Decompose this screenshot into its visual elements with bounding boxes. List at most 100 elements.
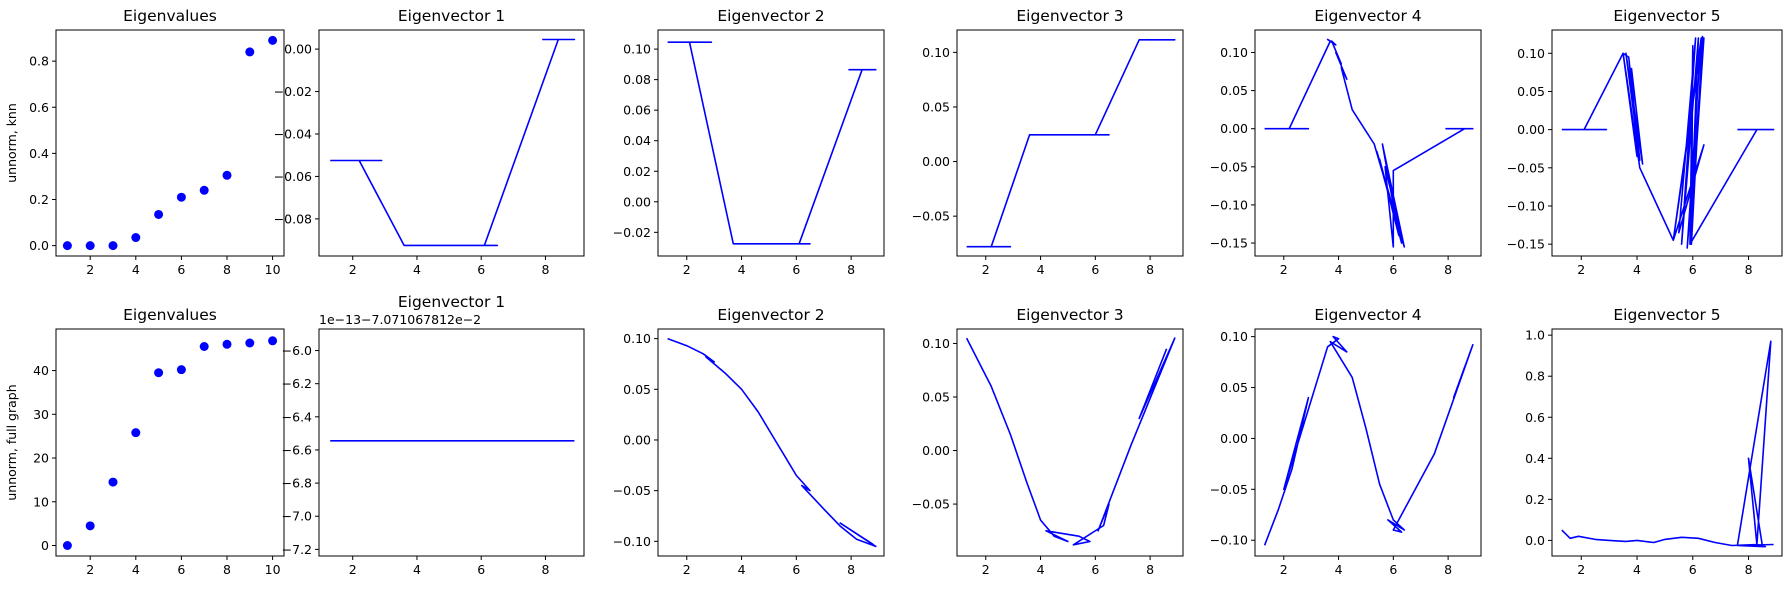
x-tick-label: 6	[792, 262, 800, 277]
y-tick-label: −7.2	[282, 542, 312, 557]
series-line	[1561, 35, 1775, 249]
y-tick-label: −0.02	[274, 84, 312, 99]
data-point	[62, 241, 72, 251]
y-tick-label: 0.00	[623, 194, 651, 209]
y-tick-label: −6.8	[282, 476, 312, 491]
x-tick-label: 6	[177, 562, 185, 577]
x-tick-label: 2	[1280, 562, 1288, 577]
plot-area	[330, 38, 576, 247]
x-tick-label: 6	[477, 262, 485, 277]
x-tick-label: 6	[1689, 562, 1697, 577]
y-tick-label: 0.00	[1220, 431, 1248, 446]
subplot-1-5: 2 4 6 8 −0.15 −0.10 −0.05 0.00 0.05 0.10 Eigenvect…	[1210, 7, 1482, 277]
y-tick-label: −0.02	[613, 225, 651, 240]
y-tick-label: 10	[33, 494, 49, 509]
subplot-title: Eigenvector 2	[717, 7, 824, 25]
series-line	[966, 38, 1176, 248]
data-point	[85, 241, 95, 251]
y-tick-label: 0.02	[623, 164, 651, 179]
y-tick-label: 0.05	[922, 99, 950, 114]
y-tick-label: −0.05	[613, 483, 651, 498]
y-tick-label: 20	[33, 451, 49, 466]
subplot-title: Eigenvector 5	[1613, 7, 1720, 25]
x-tick-label: 6	[1091, 262, 1099, 277]
x-tick-label: 4	[1037, 562, 1045, 577]
axes-frame	[318, 29, 585, 257]
subplot-1-4: 2 4 6 8 −0.05 0.00 0.05 0.10 Eigenvector 3	[912, 7, 1184, 277]
data-point	[222, 170, 232, 180]
data-point	[176, 365, 186, 375]
subplot-1-2: 2 4 6 8 −0.08 −0.06 −0.04 −0.02 0.00 Eigenvector …	[274, 7, 585, 277]
subplot-2-4: 2 4 6 8 −0.05 0.00 0.05 0.10 Eigenvector 3	[912, 306, 1184, 577]
y-tick-label: 0.4	[1525, 451, 1545, 466]
x-tick-label: 8	[223, 562, 231, 577]
y-tick-label: 0.6	[29, 100, 49, 115]
plot-area	[667, 41, 877, 245]
x-tick-label: 6	[177, 262, 185, 277]
data-point	[131, 233, 141, 243]
y-tick-label: −6.2	[282, 376, 312, 391]
x-tick-label: 8	[541, 262, 549, 277]
y-tick-label: 0.00	[922, 154, 950, 169]
x-tick-label: 8	[223, 262, 231, 277]
subplot-title: Eigenvalues	[123, 7, 217, 25]
y-tick-label: 0.05	[623, 382, 651, 397]
y-axis-label: unnorm, full graph	[4, 384, 19, 500]
y-tick-label: 0.10	[922, 336, 950, 351]
data-point	[245, 338, 255, 348]
y-tick-label: −0.08	[274, 211, 312, 226]
subplot-title: Eigenvector 4	[1314, 306, 1421, 324]
x-tick-label: 8	[847, 262, 855, 277]
subplot-2-1: 2 4 6 8 10 0 10 20 30 40 Eigenvalues unnorm, full g…	[4, 306, 285, 577]
subplot-2-3: 2 4 6 8 −0.10 −0.05 0.00 0.05 0.10 Eigenvector 2	[613, 306, 885, 577]
x-tick-label: 4	[1633, 262, 1641, 277]
y-tick-label: −0.10	[1210, 533, 1248, 548]
y-tick-label: −0.05	[912, 209, 950, 224]
y-tick-label: 0.10	[1220, 329, 1248, 344]
x-tick-label: 2	[683, 562, 691, 577]
y-tick-label: −7.0	[282, 509, 312, 524]
x-tick-label: 2	[349, 562, 357, 577]
x-tick-label: 2	[1577, 562, 1585, 577]
x-tick-label: 4	[413, 562, 421, 577]
x-tick-label: 2	[86, 262, 94, 277]
y-tick-label: −0.10	[1507, 198, 1545, 213]
plot-area	[1561, 340, 1774, 548]
data-point	[62, 541, 72, 551]
subplot-1-3: 2 4 6 8 −0.02 0.00 0.02 0.04 0.06 0.08 0.10 Eigenve…	[613, 7, 885, 277]
x-tick-label: 6	[477, 562, 485, 577]
x-tick-label: 4	[1633, 562, 1641, 577]
y-tick-label: 0.00	[284, 42, 312, 57]
x-tick-label: 6	[1091, 562, 1099, 577]
y-tick-label: 0.2	[29, 192, 49, 207]
x-tick-label: 2	[982, 562, 990, 577]
data-point	[222, 339, 232, 349]
y-tick-label: 0.00	[1220, 121, 1248, 136]
axes-frame	[657, 328, 885, 557]
plot-area	[1561, 35, 1775, 249]
axes-frame	[1254, 328, 1482, 557]
plot-area	[62, 35, 278, 251]
y-tick-label: 0.10	[1517, 46, 1545, 61]
y-tick-label: 0.00	[922, 443, 950, 458]
series-line	[667, 41, 877, 245]
y-tick-label: −0.10	[613, 534, 651, 549]
data-point	[245, 47, 255, 57]
y-tick-label: 0.0	[29, 238, 49, 253]
y-tick-label: 0.10	[623, 331, 651, 346]
data-point	[154, 209, 164, 219]
y-tick-label: −0.05	[912, 497, 950, 512]
x-tick-label: 4	[1335, 262, 1343, 277]
x-tick-label: 8	[1146, 562, 1154, 577]
series-line	[1264, 38, 1474, 248]
x-tick-label: 6	[1389, 562, 1397, 577]
y-tick-label: 0.8	[29, 54, 49, 69]
data-point	[154, 368, 164, 378]
y-tick-label: 0.05	[1220, 83, 1248, 98]
subplot-title: Eigenvector 5	[1613, 306, 1720, 324]
data-point	[108, 477, 118, 487]
axes-frame	[657, 29, 885, 257]
y-tick-label: −0.05	[1210, 159, 1248, 174]
subplot-title: Eigenvector 3	[1016, 7, 1123, 25]
subplot-title: Eigenvector 1	[398, 7, 505, 25]
